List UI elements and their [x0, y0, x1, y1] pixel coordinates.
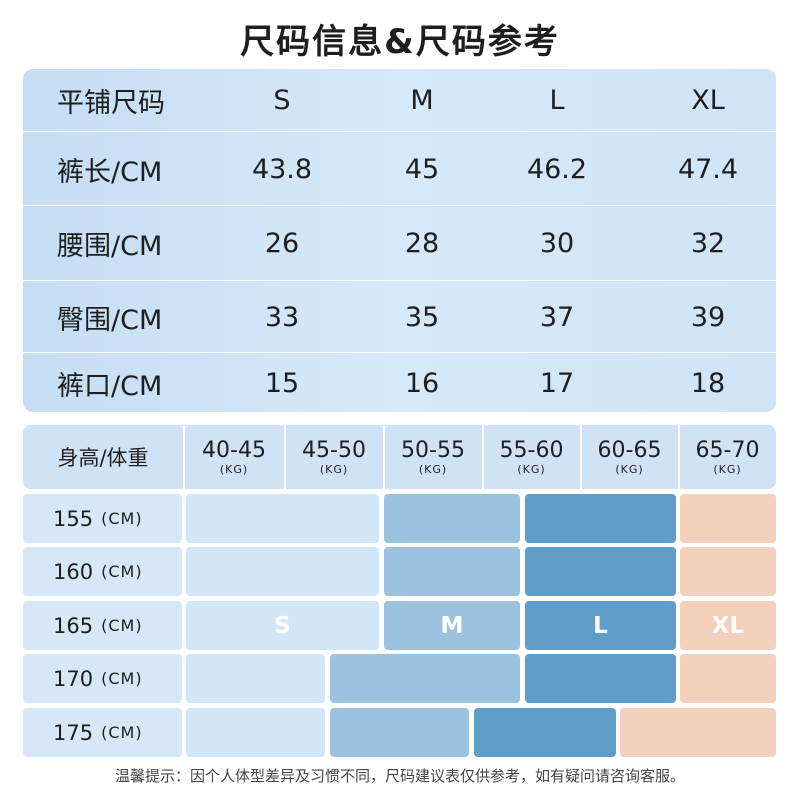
height-row-label: 170 (CM) [23, 654, 182, 703]
header-divider [284, 425, 286, 489]
height-unit: (CM) [101, 509, 143, 528]
size-xl-header: XL [691, 84, 725, 116]
weight-range: 40-45 [202, 437, 266, 463]
weight-col-header: 40-45 (KG) [184, 425, 284, 489]
table-cell: 26 [264, 228, 300, 259]
size-band-xl [620, 708, 776, 757]
size-recommendation-grid: 身高/体重 40-45 (KG) 45-50 (KG) 50-55 (KG) 5… [23, 425, 776, 758]
size-l-header: L [549, 84, 565, 116]
table-row: 臀围/CM 33 35 37 39 [23, 280, 776, 353]
weight-unit: (KG) [517, 462, 546, 476]
weight-unit: (KG) [615, 462, 644, 476]
height-value: 175 [53, 720, 94, 745]
hip-label: 臀围/CM [57, 304, 163, 336]
size-band-xl [680, 601, 776, 650]
table-cell: 28 [404, 228, 440, 259]
weight-col-header: 55-60 (KG) [483, 425, 580, 489]
table-cell: 16 [404, 367, 440, 399]
height-value: 165 [53, 613, 94, 638]
leg-opening-label: 裤口/CM [57, 370, 163, 402]
table-cell: 37 [539, 301, 575, 333]
table-cell: 47.4 [677, 153, 739, 185]
weight-unit: (KG) [418, 462, 448, 476]
weight-range: 60-65 [597, 437, 662, 463]
size-band-s [186, 708, 325, 757]
size-l-mark: L [593, 612, 608, 639]
size-band-l [525, 494, 676, 543]
weight-col-header: 50-55 (KG) [384, 425, 482, 489]
size-band-s [186, 494, 379, 543]
weight-col-header: 60-65 (KG) [581, 425, 678, 489]
size-band-m [384, 494, 520, 543]
table-cell: 30 [539, 228, 575, 259]
weight-col-header: 65-70 (KG) [679, 425, 776, 489]
table-cell: 43.8 [251, 153, 313, 185]
table-cell: 32 [690, 228, 726, 259]
size-band-m [330, 654, 520, 703]
height-row-label: 165 (CM) [23, 601, 182, 650]
header-divider [383, 425, 385, 489]
weight-unit: (KG) [319, 462, 349, 476]
size-band-s [186, 601, 379, 650]
weight-range: 55-60 [499, 437, 564, 463]
table-cell: 46.2 [526, 153, 588, 185]
header-divider [678, 425, 680, 489]
header-divider [482, 425, 484, 489]
weight-unit: (KG) [713, 462, 742, 476]
size-band-xl [680, 547, 776, 596]
size-measurement-table: 平铺尺码 S M L XL 裤长/CM 43.8 45 46.2 47.4 腰围… [23, 69, 776, 412]
table-row: 裤长/CM 43.8 45 46.2 47.4 [23, 131, 776, 206]
weight-col-header: 45-50 (KG) [285, 425, 383, 489]
header-divider [580, 425, 582, 489]
size-band-xl [680, 654, 776, 703]
pants-length-label: 裤长/CM [57, 156, 163, 188]
table-cell: 39 [690, 301, 726, 333]
height-value: 170 [53, 666, 94, 691]
size-band-l [474, 708, 616, 757]
size-header-row: 平铺尺码 S M L XL [23, 69, 776, 131]
table-cell: 15 [264, 367, 300, 399]
table-cell: 17 [539, 367, 575, 399]
size-band-m [384, 547, 520, 596]
flat-size-label: 平铺尺码 [57, 87, 165, 119]
size-band-l [525, 601, 676, 650]
disclaimer-note: 温馨提示：因个人体型差异及习惯不同，尺码建议表仅供参考，如有疑问请咨询客服。 [114, 767, 685, 785]
page-title: 尺码信息&尺码参考 [240, 22, 560, 62]
size-band-s [186, 547, 379, 596]
weight-range: 50-55 [401, 437, 465, 463]
table-cell: 35 [404, 301, 440, 333]
weight-unit: (KG) [219, 462, 249, 476]
size-m-header: M [410, 84, 434, 116]
height-row-label: 160 (CM) [23, 547, 182, 596]
size-band-l [525, 654, 676, 703]
height-weight-label: 身高/体重 [57, 446, 149, 470]
size-xl-mark: XL [711, 612, 745, 639]
waist-label: 腰围/CM [57, 231, 163, 262]
size-s-mark: S [274, 612, 291, 639]
height-value: 155 [53, 506, 94, 531]
height-unit: (CM) [101, 562, 143, 581]
weight-range: 45-50 [302, 437, 366, 463]
height-row-label: 155 (CM) [23, 494, 182, 543]
weight-range: 65-70 [695, 437, 760, 463]
height-row-label: 175 (CM) [23, 708, 182, 757]
size-m-mark: M [440, 612, 464, 639]
table-cell: 18 [690, 367, 726, 399]
header-divider [183, 425, 185, 489]
height-unit: (CM) [101, 723, 143, 742]
size-band-s [186, 654, 325, 703]
height-value: 160 [53, 559, 94, 584]
size-band-m [384, 601, 520, 650]
weight-header-bar [23, 425, 776, 489]
height-unit: (CM) [101, 616, 143, 635]
size-band-m [330, 708, 469, 757]
height-unit: (CM) [101, 669, 143, 688]
size-band-xl [680, 494, 776, 543]
table-cell: 33 [264, 301, 300, 333]
table-cell: 45 [404, 153, 440, 185]
size-band-l [525, 547, 676, 596]
table-row: 裤口/CM 15 16 17 18 [23, 352, 776, 412]
table-row: 腰围/CM 26 28 30 32 [23, 205, 776, 281]
size-s-header: S [273, 84, 291, 116]
